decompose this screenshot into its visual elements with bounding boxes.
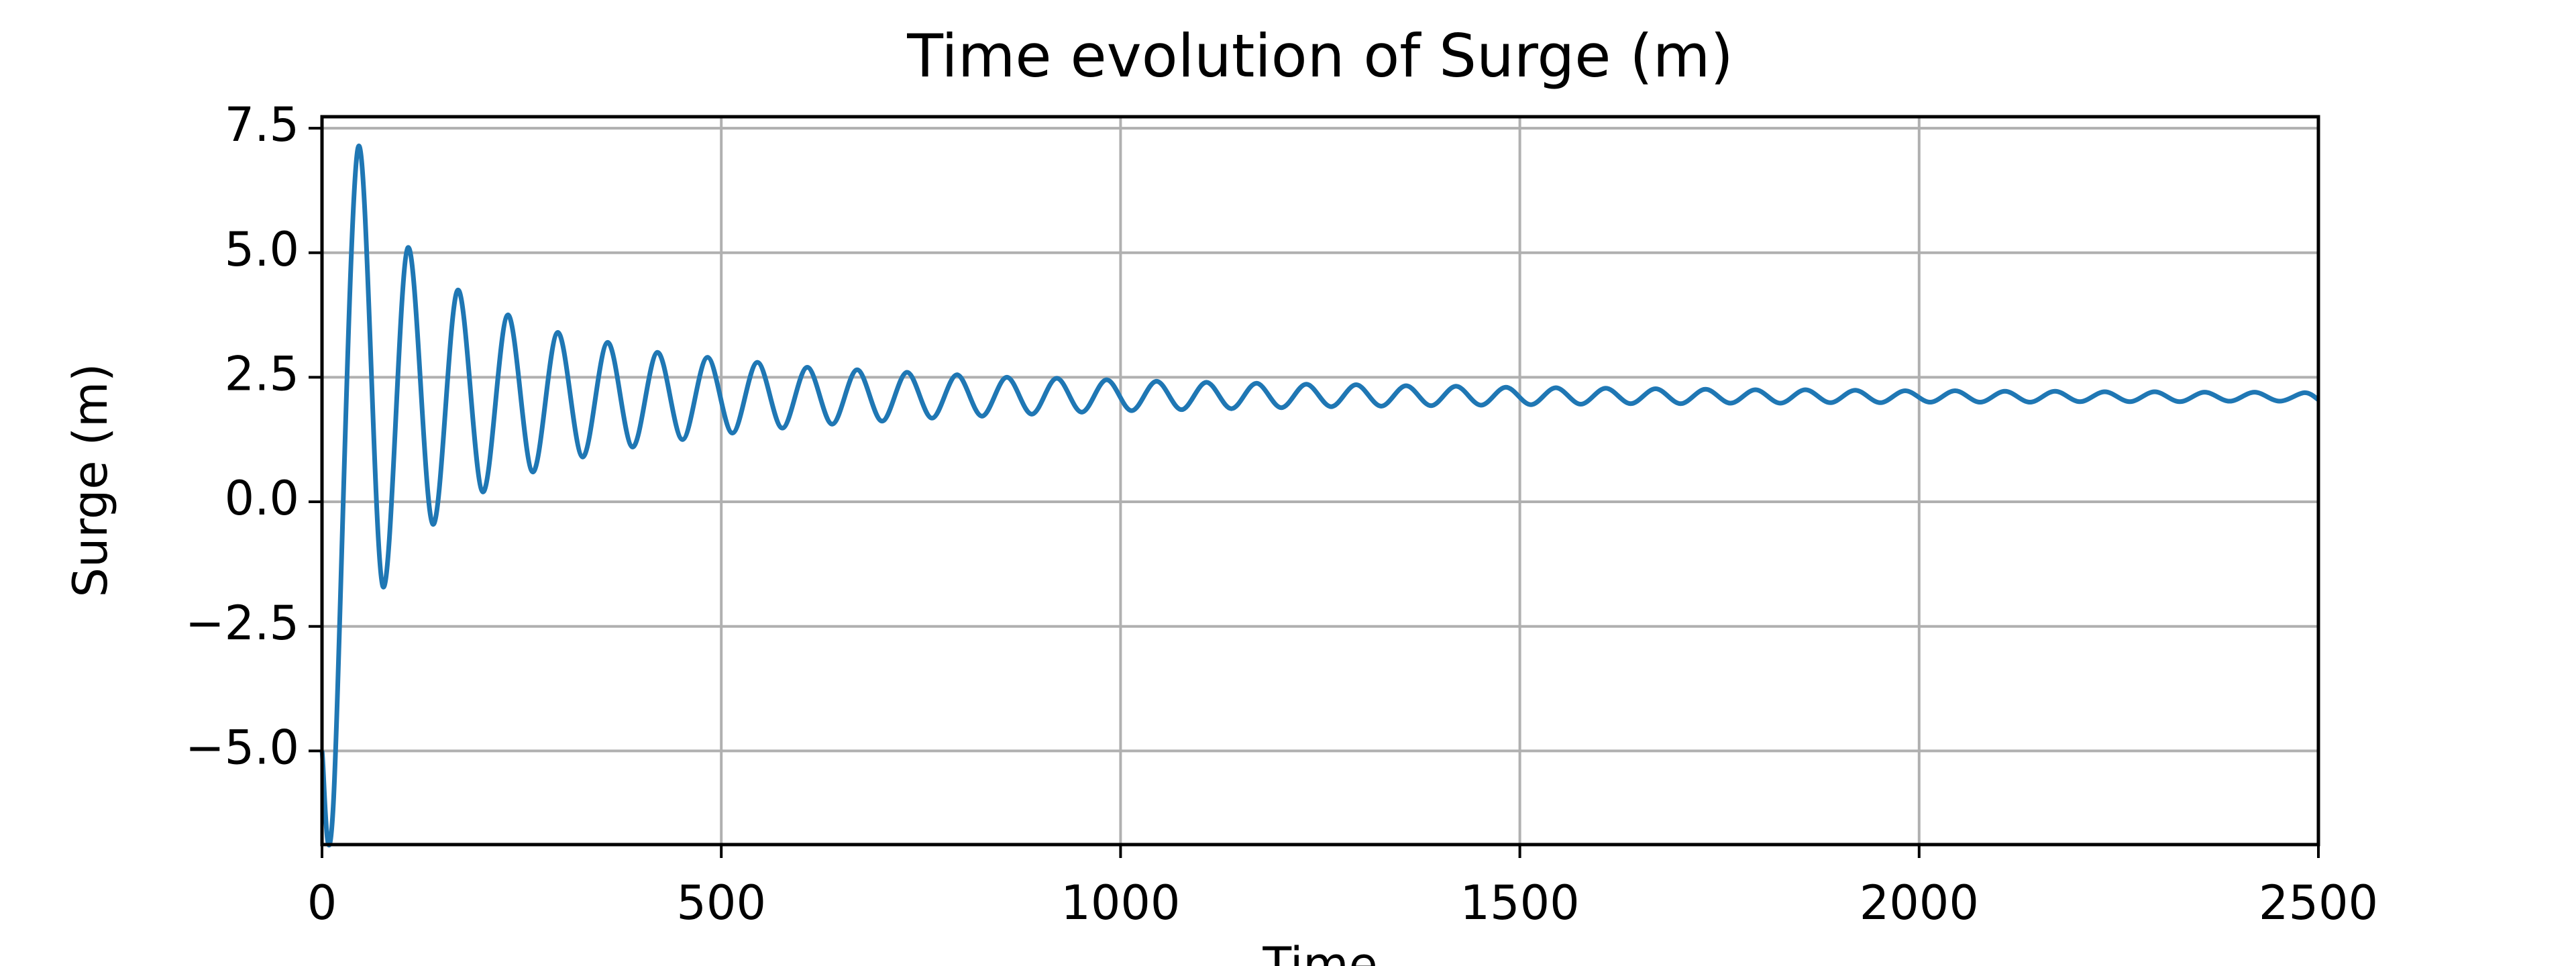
y-tick-label: 5.0 — [225, 222, 299, 277]
x-tick-label: 1500 — [1460, 875, 1580, 930]
x-axis-label: Time — [1262, 937, 1377, 966]
y-axis-label: Surge (m) — [63, 364, 118, 598]
grid — [321, 117, 2320, 845]
y-tick-label: 0.0 — [225, 471, 299, 526]
axes-frame — [320, 115, 2320, 847]
y-tick-label: 2.5 — [225, 346, 299, 401]
x-tick-label: 1000 — [1061, 875, 1180, 930]
x-tick-label: 500 — [676, 875, 766, 930]
data-line — [319, 144, 2320, 848]
y-tick-label: −5.0 — [185, 720, 299, 775]
x-tick-label: 0 — [307, 875, 337, 930]
y-tick-label: −2.5 — [185, 596, 299, 651]
plot-area — [319, 144, 2320, 848]
chart-title: Time evolution of Surge (m) — [906, 21, 1733, 91]
x-tick-label: 2500 — [2259, 875, 2378, 930]
y-tick-label: 7.5 — [225, 97, 299, 152]
ticks: −5.0 −2.5 0.0 2.5 5.0 7.5 0 500 1000 1500 2000 2500 — [185, 97, 2378, 930]
x-tick-label: 2000 — [1860, 875, 1979, 930]
